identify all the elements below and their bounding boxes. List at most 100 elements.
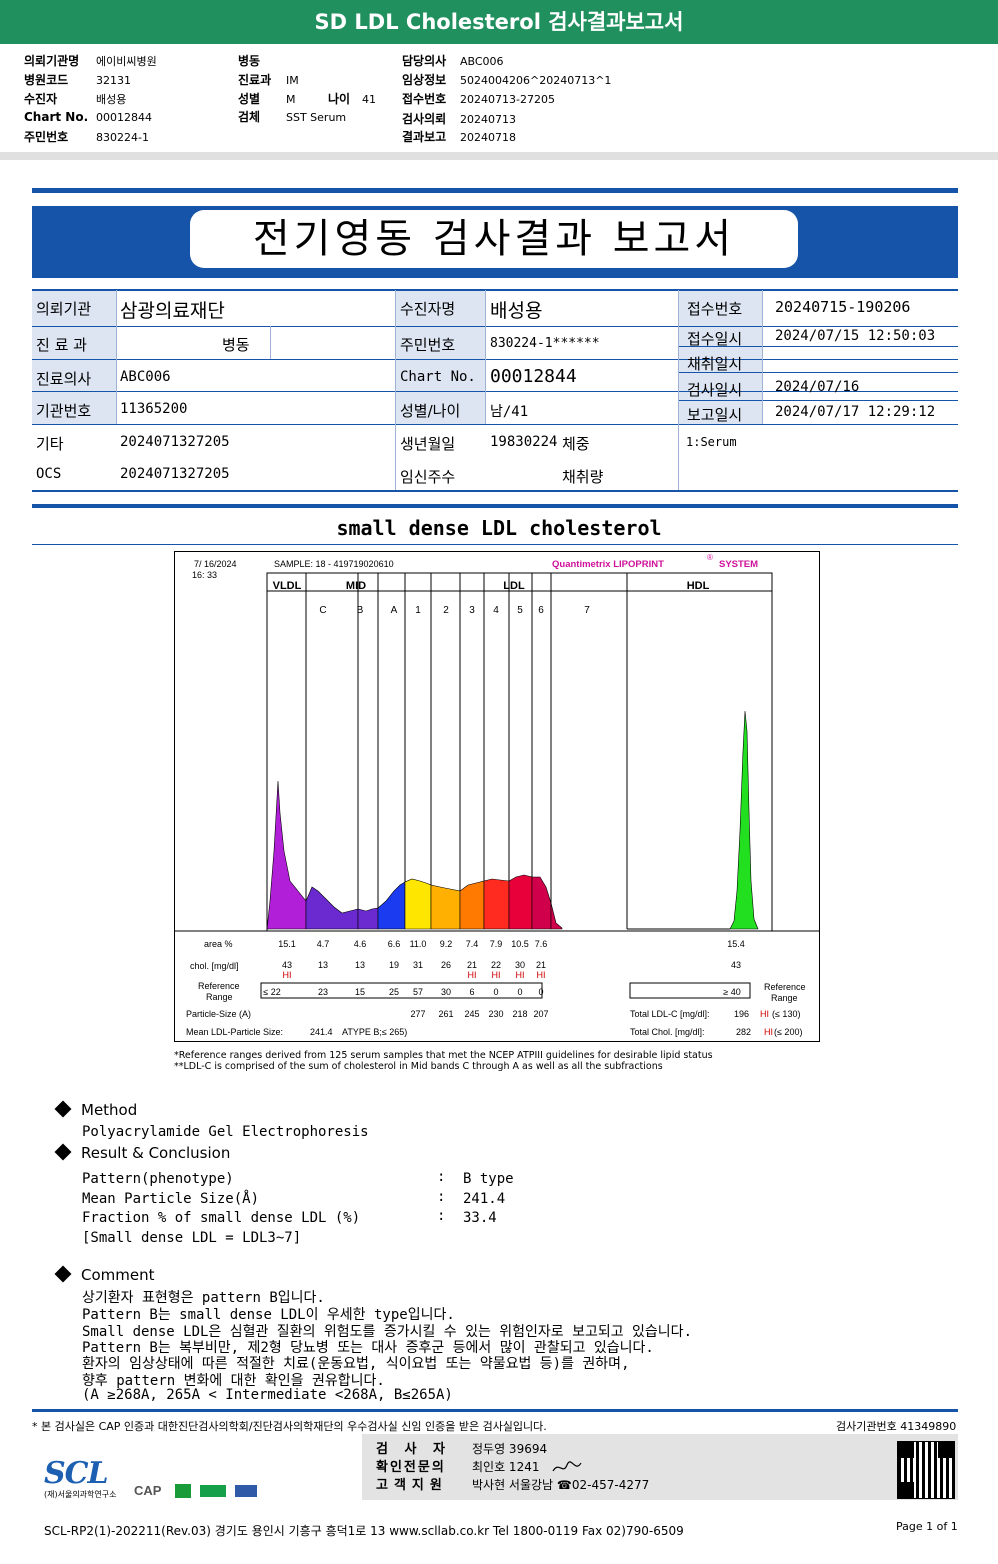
val-etc: 2024071327205	[120, 434, 230, 450]
order-info-panel: 의뢰기관명 에이비씨병원 병원코드 32131 수진자 배성용 Chart No. 00…	[0, 44, 998, 160]
comment-line: 상기환자 표현형은 pattern B입니다.	[82, 1290, 325, 1306]
info-report-date: 결과보고 20240718	[402, 130, 516, 144]
fraction-area-5	[508, 874, 533, 930]
mean-value: 241.4	[310, 1027, 333, 1037]
tester-row: 검 사 자 정두영 39694	[376, 1442, 548, 1457]
ref-value: 30	[441, 987, 451, 997]
band-label: B	[357, 605, 364, 616]
comment-line: 환자의 임상상태에 따른 적절한 치료(운동요법, 식이요법 또는 약물요법 등…	[82, 1356, 630, 1372]
val-specimen: 1:Serum	[686, 435, 737, 449]
fraction-area-HDL	[729, 710, 759, 930]
band-label: 5	[517, 605, 523, 616]
particle-size: 218	[512, 1009, 527, 1019]
band-dividers	[267, 573, 773, 929]
particle-size: 245	[464, 1009, 479, 1019]
band-label: 4	[493, 605, 499, 616]
chart-note-2: **LDL-C is comprised of the sum of chole…	[174, 1061, 663, 1072]
result-label-pattern: Pattern(phenotype)	[82, 1171, 234, 1187]
ref-value: ≤ 22	[263, 987, 280, 997]
val-test-date: 2024/07/16	[775, 379, 860, 395]
diamond-icon	[54, 1265, 72, 1283]
particle-size: 230	[488, 1009, 503, 1019]
lbl-preg: 임신주수	[400, 468, 456, 486]
comment-line: 향후 pattern 변화에 대한 확인을 권유합니다.	[82, 1373, 385, 1389]
chart-title: small dense LDL cholesterol	[336, 516, 662, 540]
area-value: 6.6	[388, 939, 401, 949]
diamond-icon	[54, 1100, 72, 1118]
atype-text: ATYPE B;≤ 265)	[342, 1027, 407, 1037]
chart-brand: Quantimetrix LIPOPRINT	[552, 559, 664, 570]
chart-sample: SAMPLE: 18 - 419719020610	[274, 559, 394, 569]
hi-flag: HI	[492, 970, 501, 980]
chart-run-date: 7/ 16/2024	[194, 559, 237, 569]
confirm-row: 확인전문의 최인호 1241	[376, 1456, 585, 1477]
ref-value: 15	[355, 987, 365, 997]
total-chol-label: Total Chol. [mg/dl]:	[630, 1027, 705, 1037]
lbl-receipt-time: 접수일시	[687, 330, 743, 348]
particle-size: 207	[533, 1009, 548, 1019]
chol-label: chol. [mg/dl]	[190, 961, 239, 971]
total-ldl-label: Total LDL-C [mg/dl]:	[630, 1009, 710, 1019]
report-header-title: SD LDL Cholesterol 검사결과보고서	[0, 0, 998, 44]
lbl-institution: 의뢰기관	[36, 300, 92, 318]
fraction-area-7	[550, 902, 563, 930]
info-receipt-no: 접수번호 20240713-27205	[402, 92, 555, 106]
ref-value: 0	[493, 987, 498, 997]
signature-image	[552, 1460, 582, 1471]
particle-label: Particle-Size (A)	[186, 1009, 251, 1019]
method-text: Polyacrylamide Gel Electrophoresis	[82, 1124, 369, 1140]
comment-heading: Comment	[54, 1265, 155, 1284]
fraction-area-1	[404, 878, 432, 930]
val-institution: 삼광의료재단	[120, 300, 225, 322]
fraction-table: area %chol. [mg/dl]ReferenceRange15.143H…	[186, 939, 806, 1037]
band-label: C	[319, 605, 326, 616]
lbl-patient: 수진자명	[400, 300, 456, 318]
cert-logo-green	[199, 1484, 226, 1497]
info-ssn: 주민번호 830224-1	[24, 130, 149, 144]
ref-value: 25	[389, 987, 399, 997]
val-report-time: 2024/07/17 12:29:12	[775, 404, 936, 420]
result-sep: :	[437, 1169, 446, 1185]
chol-value: 43	[282, 960, 292, 970]
comment-line: Pattern B는 small dense LDL이 우세한 type입니다.	[82, 1307, 455, 1323]
chart-brand-mark: ®	[707, 553, 713, 562]
chart-brand-suffix: SYSTEM	[719, 559, 758, 570]
area-value: 15.4	[727, 939, 745, 949]
lab-number: 검사기관번호 41349890	[836, 1420, 957, 1433]
ref-label: Range	[206, 992, 233, 1002]
lbl-collect-amount: 채취량	[562, 468, 604, 486]
group-label: HDL	[687, 580, 710, 592]
ref-right-label: Range	[771, 993, 798, 1003]
lbl-doctor: 진료의사	[36, 370, 92, 388]
area-label: area %	[204, 939, 233, 949]
val-org-no: 11365200	[120, 401, 188, 417]
band-label: 3	[469, 605, 475, 616]
val-chart-no: 00012844	[490, 366, 577, 387]
qr-code-icon	[897, 1441, 955, 1499]
total-ldl-flag: HI	[760, 1009, 769, 1019]
area-value: 7.6	[535, 939, 548, 949]
signature-box	[362, 1434, 958, 1500]
info-specimen: 검체 SST Serum	[238, 110, 347, 124]
footer-address: SCL-RP2(1)-202211(Rev.03) 경기도 용인시 기흥구 흥덕…	[44, 1524, 684, 1538]
band-label: 6	[538, 605, 544, 616]
val-doctor: ABC006	[120, 369, 171, 385]
lbl-collect-time: 채취일시	[687, 355, 743, 373]
group-label: VLDL	[273, 580, 302, 592]
lbl-report-time: 보고일시	[687, 406, 743, 424]
info-clinical: 임상정보 5024004206^20240713^1	[402, 73, 612, 87]
info-request-date: 검사의뢰 20240713	[402, 112, 516, 126]
hi-flag: HI	[516, 970, 525, 980]
result-label-fraction: Fraction % of small dense LDL (%)	[82, 1210, 361, 1226]
lbl-sexage: 성별/나이	[400, 402, 461, 420]
val-patient: 배성용	[490, 300, 543, 322]
area-value: 4.6	[354, 939, 367, 949]
ref-value: 57	[413, 987, 423, 997]
val-ssn: 830224-1******	[490, 336, 600, 351]
top-rule	[32, 188, 958, 193]
info-dept: 진료과 IM	[238, 73, 299, 87]
val-birth: 19830224	[490, 434, 558, 450]
info-sex: 성별 M	[238, 92, 296, 106]
report-banner: 전기영동 검사결과 보고서	[32, 206, 958, 278]
